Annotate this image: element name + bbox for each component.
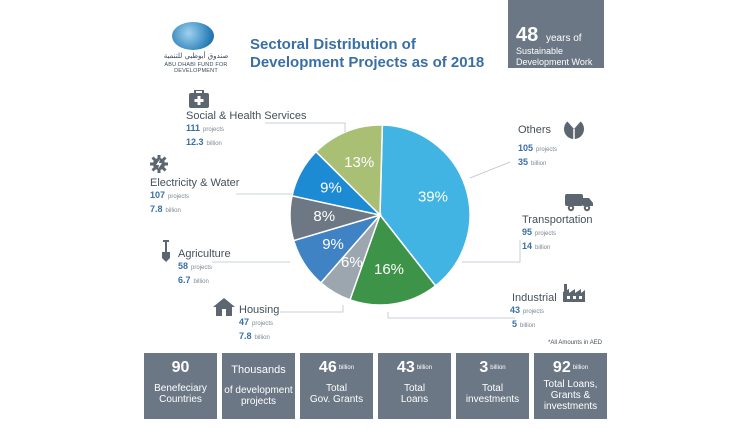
sector-electricity-amount: 7.8 billion	[150, 204, 181, 214]
sector-industrial-amount: 5 billion	[512, 319, 536, 329]
years-desc-line-2: Development Work	[516, 57, 593, 67]
stat-countries-value: 90	[171, 359, 190, 376]
stat-loans-value: 43 billion	[396, 359, 433, 376]
title-line-2: Development Projects as of 2018	[250, 54, 485, 71]
sector-electricity: Electricity & Water 107 projects 7.8 billi…	[150, 177, 239, 217]
pie-slice-6	[314, 124, 384, 217]
stat-investments-label: Total investments	[465, 383, 520, 405]
pie-labels: 39%16%6%9%8%9%13%	[313, 154, 448, 278]
stat-investments-value: 3 billion	[479, 359, 506, 376]
pie-slice-1	[348, 213, 437, 306]
sector-others-projects: 105 projects	[518, 143, 558, 153]
leader-transportation	[462, 240, 521, 263]
pie-slice-0	[379, 124, 471, 287]
stat-loans: 43 billion Total Loans	[378, 353, 451, 419]
house-icon	[213, 298, 235, 316]
sector-transportation-name: Transportation	[522, 214, 593, 226]
title-line-1: Sectoral Distribution of	[250, 36, 416, 53]
sector-agriculture-name: Agriculture	[178, 248, 231, 260]
sector-agriculture: Agriculture 58 projects 6.7 billion	[178, 248, 231, 288]
stat-loans-label: Total Loans	[400, 383, 429, 405]
stat-grants: 46 billion Total Gov. Grants	[300, 353, 373, 419]
medical-kit-icon	[189, 90, 209, 108]
years-desc-line-1: Sustainable	[516, 46, 564, 56]
leader-social	[265, 122, 346, 132]
sector-social-amount: 12.3 billion	[186, 137, 222, 147]
stat-projects: Thousands of development projects	[222, 353, 295, 419]
sector-others-amount: 35 billion	[518, 157, 547, 167]
pie-slice-icon	[564, 118, 584, 139]
sector-industrial-name: Industrial	[512, 292, 557, 304]
sector-agriculture-projects: 58 projects	[178, 261, 213, 271]
logo-english-text: ABU DHABI FUND FOR DEVELOPMENT	[164, 62, 228, 74]
leader-others	[469, 161, 511, 179]
sector-industrial-projects: 43 projects	[510, 305, 545, 315]
pie-slice-label-3: 9%	[322, 236, 344, 253]
years-description: Sustainable Development Work	[516, 46, 592, 68]
stat-projects-label: of development projects	[224, 385, 293, 407]
globe-logo-icon	[172, 22, 214, 50]
logo-arabic-text: صندوق أبوظبي للتنمية	[163, 52, 229, 60]
sector-social-name: Social & Health Services	[186, 110, 307, 122]
sector-housing-name: Housing	[239, 304, 280, 316]
pie-slice-label-6: 13%	[344, 154, 374, 171]
stat-grants-value: 46 billion	[318, 359, 355, 376]
amounts-note: *All Amounts in AED	[548, 340, 603, 346]
years-unit: years of	[546, 33, 582, 44]
stat-countries-label: Benefeciary Countries	[154, 383, 207, 405]
stat-total-label: Total Loans, Grants & investments	[543, 379, 598, 412]
sector-housing-projects: 47 projects	[239, 317, 274, 327]
shovel-icon	[162, 240, 170, 262]
leader-industrial	[387, 312, 515, 319]
sector-industrial: Industrial 43 projects 5 billion	[510, 292, 557, 332]
stat-total-value: 92 billion	[552, 359, 589, 376]
years-number: 48	[516, 24, 539, 46]
sector-housing: Housing 47 projects 7.8 billion	[239, 304, 279, 344]
sector-others: Others 105 projects 35 billion	[518, 124, 557, 170]
stat-grants-label: Total Gov. Grants	[309, 383, 364, 405]
factory-icon	[563, 284, 585, 302]
sector-social: Social & Health Services 111 projects 12.…	[186, 110, 306, 150]
stat-projects-value: Thousands	[231, 364, 286, 376]
pie-slice-label-0: 39%	[418, 188, 448, 205]
pie-chart: 39%16%6%9%8%9%13%	[289, 124, 471, 306]
years-badge: 48 years of Sustainable Development Work	[508, 0, 604, 68]
leader-housing	[280, 305, 344, 313]
gear-bolt-icon	[150, 155, 168, 173]
sector-electricity-projects: 107 projects	[150, 190, 190, 200]
pie-slice-label-5: 9%	[320, 179, 342, 196]
sector-transportation-projects: 95 projects	[522, 227, 557, 237]
pie-slices	[289, 124, 471, 306]
sector-transportation-amount: 14 billion	[522, 241, 551, 251]
sector-transportation: Transportation 95 projects 14 billion	[522, 214, 593, 254]
sector-agriculture-amount: 6.7 billion	[178, 275, 209, 285]
pie-slice-label-1: 16%	[374, 261, 404, 278]
stat-countries: 90 Benefeciary Countries	[144, 353, 217, 419]
pie-slice-label-2: 6%	[341, 254, 363, 271]
stat-investments: 3 billion Total investments	[456, 353, 529, 419]
sector-social-projects: 111 projects	[186, 123, 225, 133]
truck-icon	[565, 194, 593, 212]
pie-slice-label-4: 8%	[313, 208, 335, 225]
sector-electricity-name: Electricity & Water	[150, 177, 240, 189]
sector-housing-amount: 7.8 billion	[239, 331, 270, 341]
stat-total: 92 billion Total Loans, Grants & investment…	[534, 353, 607, 419]
sector-others-name: Others	[518, 124, 552, 136]
page-title: Sectoral Distribution of Development Pro…	[250, 36, 484, 72]
